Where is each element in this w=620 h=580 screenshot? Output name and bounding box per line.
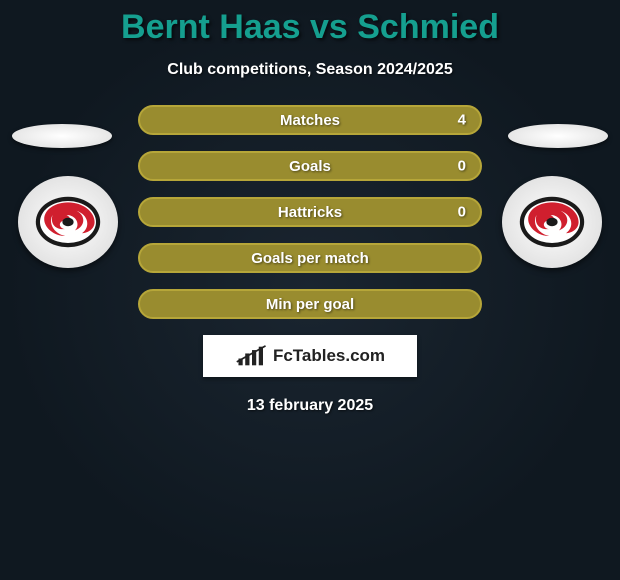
club-badge-left xyxy=(18,176,118,268)
brand-box: FcTables.com xyxy=(203,335,417,377)
stat-row: Min per goal xyxy=(138,289,482,319)
stat-label: Hattricks xyxy=(278,204,342,221)
comparison-title: Bernt Haas vs Schmied xyxy=(0,0,620,47)
brand-text: FcTables.com xyxy=(273,346,385,366)
date-text: 13 february 2025 xyxy=(0,397,620,415)
title-text: Bernt Haas vs Schmied xyxy=(121,8,499,46)
subtitle: Club competitions, Season 2024/2025 xyxy=(0,61,620,79)
player-avatar-right xyxy=(508,124,608,148)
stat-label: Goals per match xyxy=(251,250,369,267)
stat-label: Goals xyxy=(289,158,331,175)
club-badge-right xyxy=(502,176,602,268)
stat-label: Matches xyxy=(280,112,340,129)
stat-value-right: 4 xyxy=(458,112,466,129)
stat-row: Hattricks 0 xyxy=(138,197,482,227)
stat-row: Goals per match xyxy=(138,243,482,273)
stat-value-right: 0 xyxy=(458,204,466,221)
stat-row: Matches 4 xyxy=(138,105,482,135)
stats-container: Matches 4 Goals 0 Hattricks 0 Goals per … xyxy=(138,105,482,319)
stat-row: Goals 0 xyxy=(138,151,482,181)
stat-value-right: 0 xyxy=(458,158,466,175)
stat-label: Min per goal xyxy=(266,296,354,313)
hurricane-logo-icon xyxy=(33,187,103,257)
hurricane-logo-icon xyxy=(517,187,587,257)
player-avatar-left xyxy=(12,124,112,148)
chart-icon xyxy=(235,345,269,367)
